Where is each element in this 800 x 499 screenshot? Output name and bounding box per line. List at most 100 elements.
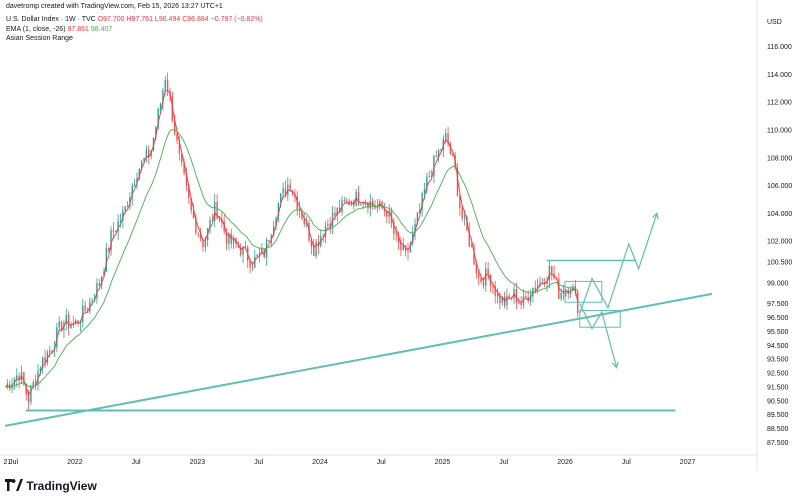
price-tick-label: 87.500: [767, 440, 789, 447]
attribution-text: davetromp created with TradingView.com, …: [6, 3, 223, 10]
candle: [232, 235, 235, 249]
candle-body: [329, 223, 331, 228]
ema-lines: [4, 90, 579, 396]
session-legend[interactable]: Asian Session Range: [6, 35, 73, 42]
candle-body: [254, 256, 256, 268]
candle-body: [42, 357, 44, 369]
candle-body: [499, 293, 501, 303]
candle-body: [506, 295, 508, 306]
candle: [166, 72, 169, 97]
candle-body: [282, 188, 284, 194]
candle: [91, 298, 93, 306]
candle: [435, 150, 437, 158]
candle-body: [532, 288, 534, 296]
candle-body: [565, 289, 567, 294]
candle: [543, 277, 546, 288]
candle: [18, 372, 20, 389]
candle-body: [107, 248, 110, 251]
candle-body: [30, 386, 32, 403]
candle-body: [209, 220, 211, 229]
candle: [202, 238, 204, 252]
candle: [336, 207, 339, 222]
candle: [565, 288, 567, 297]
candle: [499, 292, 501, 310]
candle-body: [461, 207, 463, 219]
candle: [105, 242, 108, 273]
candle-body: [360, 204, 362, 206]
candle: [117, 214, 119, 240]
candle: [485, 261, 487, 292]
candle: [419, 202, 421, 214]
price-tick-label: 112.000: [767, 100, 792, 107]
candle: [275, 216, 277, 231]
candle-body: [237, 244, 240, 248]
candle: [162, 87, 164, 111]
candle-body: [16, 375, 18, 379]
candle: [265, 237, 268, 266]
candle-body: [376, 206, 379, 209]
candle: [348, 198, 350, 207]
candle: [27, 389, 30, 411]
candle-body: [426, 176, 428, 190]
candle: [9, 380, 11, 391]
candle: [320, 229, 322, 248]
candle-body: [138, 168, 141, 179]
price-tick-label: 104.000: [767, 211, 792, 218]
price-tick-label: 92.500: [767, 371, 789, 378]
candle: [72, 315, 75, 328]
candle: [412, 226, 414, 246]
candle-body: [239, 247, 242, 255]
candle-body: [157, 108, 159, 128]
candle-body: [369, 200, 371, 209]
candle-body: [529, 295, 532, 302]
candle-body: [258, 253, 261, 255]
ema-label: EMA (1, close, -26): [6, 26, 66, 33]
candle-body: [558, 279, 560, 299]
candle-body: [301, 210, 303, 219]
candle: [393, 217, 395, 241]
candle-body: [313, 246, 315, 257]
candle-body: [110, 230, 112, 251]
candle-body: [9, 383, 11, 389]
time-tick-label: 2025: [435, 459, 451, 466]
candle: [466, 215, 468, 232]
candle: [49, 345, 51, 358]
candle: [296, 191, 298, 216]
candle-body: [23, 372, 25, 385]
candle-body: [442, 138, 445, 150]
candle-body: [496, 293, 499, 296]
candle: [133, 178, 136, 187]
candle: [338, 199, 341, 214]
ema-legend[interactable]: EMA (1, close, -26) 97.861 98.407: [6, 26, 112, 33]
candle-body: [143, 158, 145, 161]
candle-body: [541, 281, 544, 283]
candle-body: [466, 217, 468, 231]
price-tick-label: 97.500: [767, 301, 789, 308]
open-value: O97.700: [97, 16, 125, 23]
candle-body: [65, 314, 67, 323]
candle-body: [98, 283, 100, 286]
tradingview-brand[interactable]: TradingView: [5, 479, 97, 493]
candle: [383, 202, 386, 217]
candle: [209, 216, 211, 234]
candle-body: [400, 242, 402, 251]
candle-body: [357, 191, 360, 205]
candle-body: [204, 240, 207, 248]
candle: [199, 227, 202, 242]
candle-body: [421, 192, 423, 210]
candle: [407, 243, 409, 261]
candle: [119, 213, 122, 228]
candle-body: [214, 201, 216, 221]
time-tick-label: Jul: [622, 459, 631, 466]
candle-body: [423, 189, 426, 193]
candle-body: [176, 133, 178, 141]
candle-body: [166, 79, 169, 91]
candle-body: [515, 288, 518, 303]
candle-body: [39, 368, 42, 371]
price-tick-label: 99.000: [767, 280, 789, 287]
candle-body: [343, 200, 346, 202]
candle-body: [482, 282, 485, 286]
candle-body: [122, 210, 124, 221]
candle-body: [96, 283, 98, 299]
